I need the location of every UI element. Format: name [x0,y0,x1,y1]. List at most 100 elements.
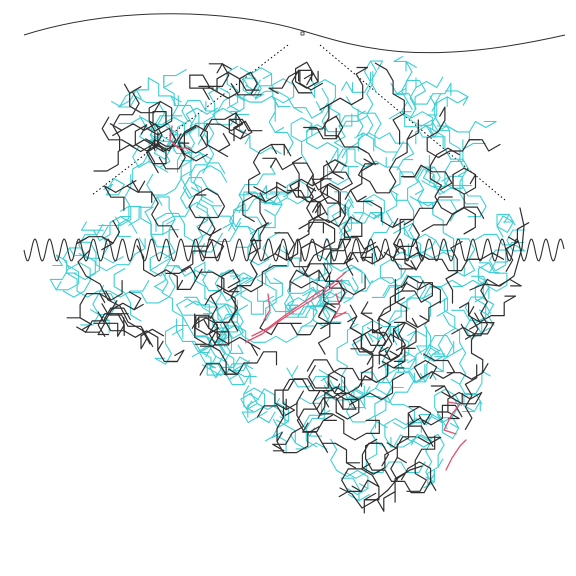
sidechain-strand [359,364,426,384]
backbone-strand [194,317,258,356]
sidechain-strand-branch [156,196,163,206]
sidechain-strand-branch [274,127,285,133]
backbone-strand-branch [174,349,185,357]
backbone-strand-branch [371,326,383,334]
backbone-strand-branch [482,363,489,374]
backbone-strand [188,187,226,241]
sidechain-strand-branch [235,217,242,228]
backbone-strand-branch [430,480,437,491]
sidechain-strand-branch [154,285,164,292]
sidechain-strand-branch [191,351,202,358]
backbone-strand-branch [76,326,87,333]
sidechain-strand-branch [163,82,173,89]
sidechain-strand [366,70,374,137]
backbone-strand [189,63,230,101]
sidechain-strand-branch [237,344,244,354]
backbone-strand [289,269,346,316]
backbone-strand-branch [394,297,405,304]
sidechain-strand-branch [149,264,160,271]
backbone-strand [230,222,269,332]
backbone-strand-branch [140,124,148,135]
sidechain-strand-branch [391,221,402,228]
sidechain-strand [389,171,419,230]
backbone-strand-branch [302,422,309,433]
sidechain-strand-branch [393,56,403,62]
sidechain-strand [410,119,479,205]
sidechain-strand-branch [89,309,100,316]
backbone-strand-branch [259,192,266,203]
sidechain-strand-branch [242,77,249,88]
backbone-strand-branch [406,129,413,141]
sidechain-strand-branch [166,218,176,225]
backbone-strand-branch [312,202,319,213]
backbone-strand [291,61,319,94]
backbone-strand-branch [360,463,371,470]
sidechain-strand [176,298,221,324]
sidechain-strand [357,132,415,171]
backbone-strand-branch [333,383,341,394]
sidechain-strand [345,60,384,93]
sidechain-strand-branch [229,373,239,380]
backbone-strand-branch [356,195,367,203]
backbone-strand-branch [344,189,352,200]
backbone-strand [303,115,376,166]
backbone-strand [308,364,373,389]
backbone-strand-branch [441,391,452,398]
backbone-strand [392,223,420,270]
sidechain-strand-branch [182,316,189,326]
highlight-strand-main-2 [251,271,347,337]
backbone-strand-branch [145,138,156,145]
sidechain-strand-branch [256,279,267,285]
backbone-strand-branch [98,293,106,304]
backbone-strand-branch [126,180,137,187]
backbone-strand [341,468,380,501]
backbone-strand [426,106,501,159]
backbone-strand [289,159,347,216]
sidechain-strand [346,96,404,153]
sidechain-strand-branch [293,107,303,114]
curve-marker [300,31,305,36]
sidechain-strand [442,313,479,396]
sidechain-strand-branch [422,246,432,253]
backbone-strand [413,353,455,379]
backbone-strand [256,405,320,454]
backbone-strand-branch [366,354,374,365]
sidechain-strand [199,193,283,253]
backbone-strand-branch [270,143,277,155]
backbone-strand [312,390,380,441]
sidechain-strand-branch [272,418,279,429]
backbone-strand [134,124,177,152]
backbone-strand-branch [303,72,314,80]
backbone-strand [199,271,236,346]
backbone-strand [406,435,436,492]
sidechain-strand [161,271,184,336]
sidechain-strand-branch [367,332,374,343]
sidechain-strand-branch [244,135,251,145]
backbone-strand-branch [469,174,477,185]
sidechain-strand-branch [273,277,283,284]
sidechain-strand [370,461,426,473]
sidechain-strand-branch [406,100,413,111]
sidechain-strand-branch [358,392,369,399]
sidechain-strand [328,132,375,173]
sidechain-strand [55,254,150,298]
sidechain-strand [417,168,458,222]
sidechain-strand-branch [407,357,417,364]
backbone-strand-branch [396,456,407,464]
sidechain-strand [390,238,476,277]
sidechain-strand [179,152,213,248]
sidechain-strand-branch [400,268,407,279]
sidechain-strand-branch [162,228,172,235]
sidechain-strand-branch [144,206,154,213]
backbone-strand [357,119,419,194]
sidechain-strand-branch [340,279,351,286]
backbone-strand [262,157,325,220]
sidechain-strand-branch [302,290,312,297]
sidechain-strand [429,279,495,326]
backbone-strand-branch [227,368,239,375]
backbone-strand-branch [250,343,261,350]
backbone-strand [421,167,485,232]
sidechain-strand-branch [231,310,238,320]
